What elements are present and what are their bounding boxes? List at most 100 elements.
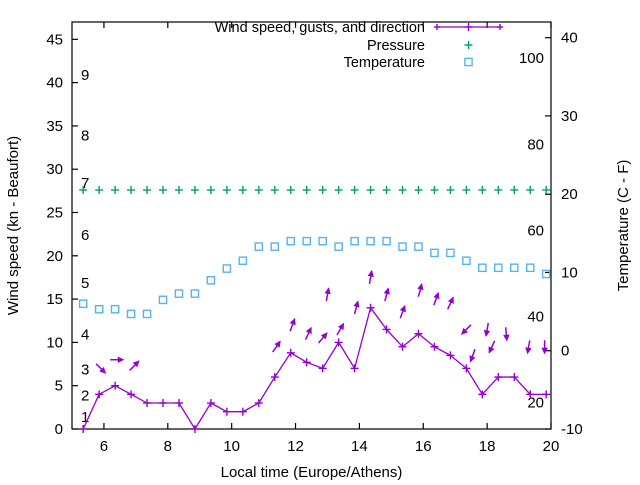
gust-arrow-head bbox=[320, 332, 328, 340]
temperature-point bbox=[238, 256, 248, 266]
temperature-point bbox=[110, 304, 120, 314]
gust-arrow-head bbox=[324, 287, 331, 295]
temperature-point bbox=[350, 236, 359, 246]
x-tick-label: 20 bbox=[543, 438, 560, 455]
temperature-point bbox=[254, 242, 264, 251]
beaufort-label: 8 bbox=[81, 128, 89, 145]
temperature-point bbox=[142, 309, 152, 319]
temperature-point bbox=[494, 263, 503, 273]
y-tick-label: 20 bbox=[46, 248, 63, 265]
beaufort-label: 5 bbox=[81, 275, 89, 292]
x-tick-label: 16 bbox=[415, 438, 432, 455]
temperature-point bbox=[78, 299, 88, 309]
temperature-point bbox=[541, 269, 551, 279]
temperature-point bbox=[478, 263, 487, 273]
y2-tick-label: -10 bbox=[561, 421, 583, 438]
y-tick-label: 45 bbox=[46, 31, 63, 48]
y-tick-label: 5 bbox=[55, 378, 63, 395]
gust-arrow-head bbox=[353, 300, 360, 308]
y-tick-label: 30 bbox=[46, 161, 63, 178]
y-tick-label: 35 bbox=[46, 118, 63, 135]
y-tick-label: 40 bbox=[46, 75, 63, 92]
gust-arrow-head bbox=[367, 269, 374, 277]
temperature-point bbox=[190, 289, 200, 298]
temperature-point bbox=[366, 236, 375, 246]
gust-arrow-head bbox=[383, 287, 390, 295]
gust-arrow-head bbox=[447, 296, 454, 304]
wind-speed-line bbox=[82, 306, 547, 431]
temperature-point bbox=[302, 236, 312, 246]
gust-arrow-head bbox=[469, 355, 476, 363]
beaufort-label: 4 bbox=[81, 327, 89, 344]
beaufort-label: 6 bbox=[81, 227, 89, 244]
x-tick-label: 12 bbox=[287, 438, 304, 455]
temperature-point bbox=[222, 264, 232, 273]
y2-tick-label: 0 bbox=[561, 343, 569, 360]
x-tick-label: 8 bbox=[164, 438, 172, 455]
legend-sample-marker bbox=[464, 57, 473, 67]
gust-arrow-head bbox=[460, 327, 468, 335]
gust-arrow-head bbox=[541, 347, 548, 355]
plot-border bbox=[71, 21, 552, 430]
gust-arrow-head bbox=[488, 346, 495, 354]
gust-arrow-head bbox=[483, 329, 491, 337]
x-tick-label: 10 bbox=[223, 438, 240, 455]
fahrenheit-label: 100 bbox=[519, 50, 544, 67]
gust-arrow-head bbox=[117, 356, 125, 363]
beaufort-label: 2 bbox=[81, 387, 89, 404]
temperature-point bbox=[126, 309, 136, 319]
x-axis-title: Local time (Europe/Athens) bbox=[221, 464, 403, 480]
temperature-point bbox=[270, 242, 280, 251]
beaufort-label: 1 bbox=[81, 409, 89, 426]
x-tick-label: 6 bbox=[100, 438, 108, 455]
y2-tick-label: 30 bbox=[561, 108, 578, 125]
temperature-point bbox=[430, 248, 439, 258]
temperature-point bbox=[382, 236, 391, 246]
temperature-point bbox=[414, 242, 423, 251]
y2-tick-label: 40 bbox=[561, 30, 578, 47]
y2-tick-label: 20 bbox=[561, 186, 578, 203]
y-tick-label: 0 bbox=[55, 421, 63, 438]
y2-axis-title: Temperature (C - F) bbox=[615, 160, 632, 292]
y-tick-label: 25 bbox=[46, 205, 63, 222]
gust-arrow-head bbox=[274, 340, 281, 348]
y-axis-title: Wind speed (kn - Beaufort) bbox=[5, 136, 22, 315]
x-tick-label: 14 bbox=[351, 438, 368, 455]
temperature-point bbox=[158, 295, 168, 305]
legend-label: Wind speed, gusts, and direction bbox=[215, 20, 425, 36]
fahrenheit-label: 40 bbox=[527, 309, 544, 326]
temperature-point bbox=[174, 289, 184, 298]
legend-label: Pressure bbox=[367, 38, 425, 54]
fahrenheit-label: 80 bbox=[527, 136, 544, 153]
gust-arrow-head bbox=[132, 360, 140, 368]
temperature-point bbox=[206, 275, 216, 285]
gust-arrow-head bbox=[289, 317, 296, 326]
fahrenheit-label: 20 bbox=[527, 395, 544, 412]
gust-arrow-head bbox=[305, 326, 312, 335]
temperature-point bbox=[462, 256, 471, 266]
temperature-point bbox=[398, 242, 407, 251]
y-tick-label: 15 bbox=[46, 291, 63, 308]
beaufort-label: 3 bbox=[81, 361, 89, 378]
gust-arrow-head bbox=[525, 347, 532, 355]
gust-arrow-head bbox=[399, 304, 406, 313]
gust-arrow-head bbox=[433, 291, 440, 300]
gust-arrow-head bbox=[503, 334, 510, 342]
y-tick-label: 10 bbox=[46, 334, 63, 351]
gust-arrow-head bbox=[417, 283, 424, 291]
gust-arrow-head bbox=[99, 366, 107, 374]
x-tick-label: 18 bbox=[479, 438, 496, 455]
beaufort-label: 9 bbox=[81, 67, 89, 84]
temperature-point bbox=[334, 242, 343, 251]
y2-tick-label: 10 bbox=[561, 264, 578, 281]
temperature-point bbox=[446, 248, 455, 258]
fahrenheit-label: 60 bbox=[527, 222, 544, 239]
legend-label: Temperature bbox=[344, 55, 425, 71]
gust-arrow-head bbox=[338, 322, 345, 331]
temperature-point bbox=[509, 263, 519, 273]
temperature-point bbox=[525, 263, 535, 273]
temperature-point bbox=[94, 304, 104, 314]
temperature-point bbox=[286, 236, 296, 246]
